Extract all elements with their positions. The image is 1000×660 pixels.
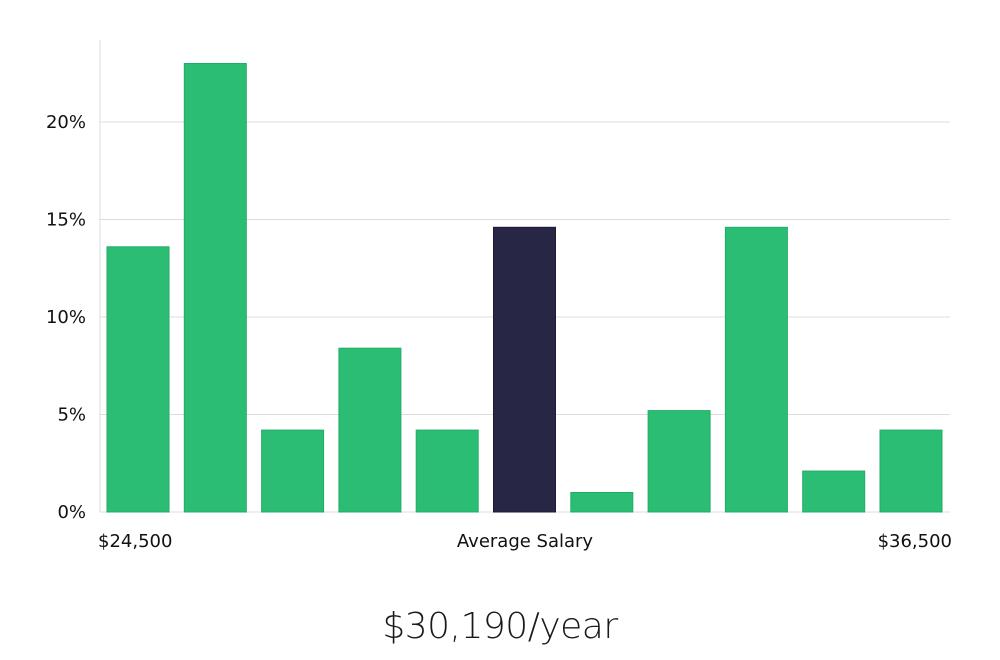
bar — [879, 429, 943, 513]
bar — [183, 63, 247, 513]
x-label-min-salary: $24,500 — [98, 531, 172, 552]
bar — [647, 410, 711, 513]
bar — [106, 246, 170, 513]
x-label-max-salary: $36,500 — [878, 531, 952, 552]
bar — [415, 429, 479, 513]
average-salary-value: $30,190/year — [382, 606, 618, 647]
bars — [106, 63, 943, 513]
y-tick-label: 15% — [46, 210, 86, 231]
bar — [724, 226, 788, 513]
bar — [338, 347, 402, 513]
bar-average-salary — [493, 226, 556, 513]
x-label-average-salary: Average Salary — [457, 531, 594, 552]
bar — [261, 429, 325, 513]
y-tick-label: 0% — [57, 502, 86, 523]
y-tick-label: 5% — [57, 405, 86, 426]
y-axis-tick-labels: 0% 5% 10% 15% 20% — [46, 112, 86, 523]
bar — [802, 470, 866, 513]
y-tick-label: 20% — [46, 112, 86, 133]
bar — [570, 492, 634, 513]
salary-histogram-chart: 0% 5% 10% 15% 20% $24,500 Average Salary $36… — [46, 40, 952, 552]
y-tick-label: 10% — [46, 307, 86, 328]
